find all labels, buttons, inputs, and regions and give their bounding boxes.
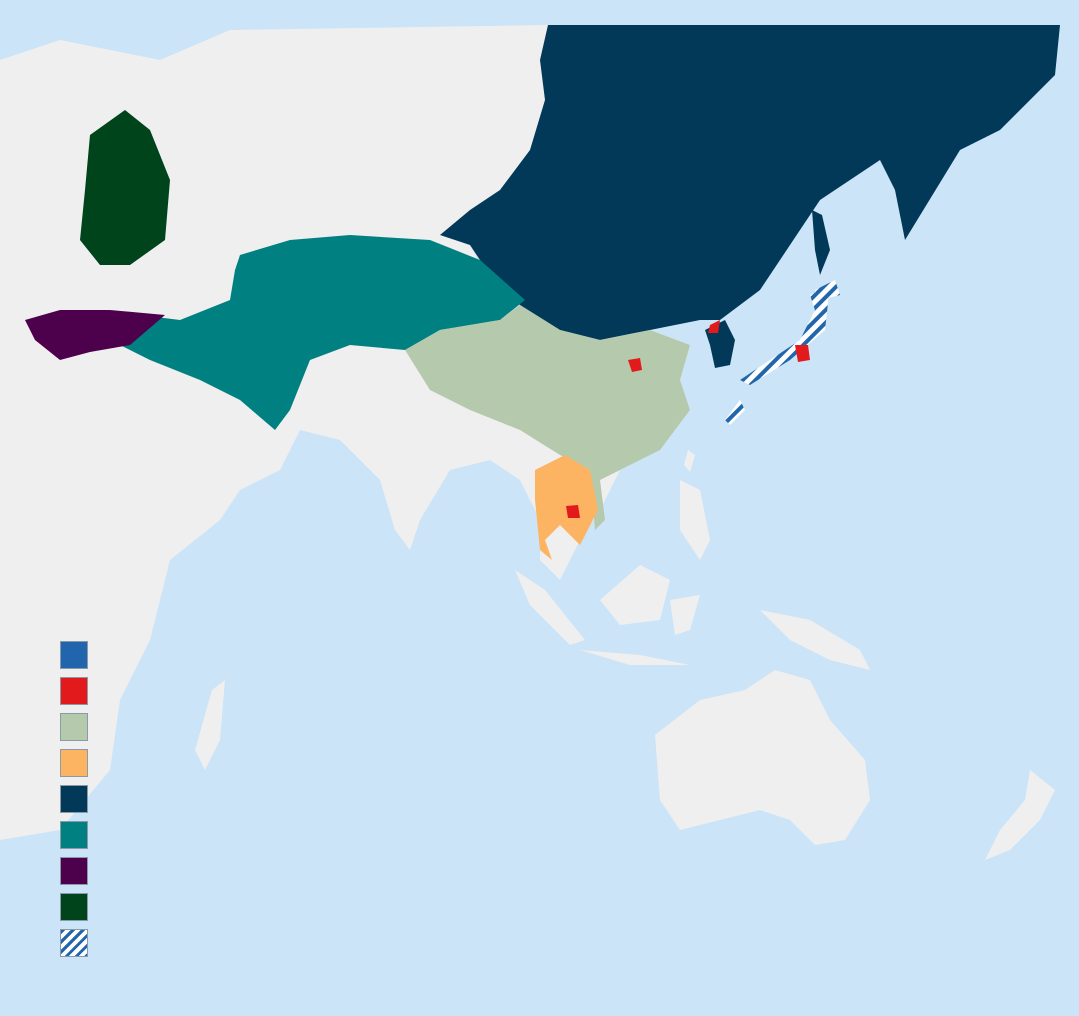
legend-swatch-navy <box>60 785 88 813</box>
legend <box>60 641 88 965</box>
capital-pyongyang <box>708 320 720 333</box>
region-russia-far-east <box>440 25 1060 340</box>
australia <box>655 670 870 845</box>
capital-phnom-penh <box>566 505 580 518</box>
legend-swatch-dark-green <box>60 893 88 921</box>
sulawesi <box>670 595 700 635</box>
legend-swatch-sage <box>60 713 88 741</box>
legend-swatch-blue <box>60 641 88 669</box>
eurasia-land <box>0 25 690 840</box>
madagascar <box>195 680 225 770</box>
legend-swatch-red <box>60 677 88 705</box>
legend-swatch-purple <box>60 857 88 885</box>
new-guinea <box>760 610 870 670</box>
region-sakhalin <box>812 210 830 275</box>
legend-swatch-orange <box>60 749 88 777</box>
taiwan <box>684 450 695 472</box>
capital-beijing <box>628 358 642 372</box>
philippines <box>680 480 710 560</box>
land <box>0 25 1055 860</box>
region-china <box>405 305 690 530</box>
region-japan <box>725 280 840 425</box>
capitals <box>566 320 810 518</box>
region-eastern-europe <box>80 110 170 265</box>
region-central-asia <box>95 235 525 430</box>
legend-swatch-hatched <box>60 929 88 957</box>
new-zealand <box>985 770 1055 860</box>
borneo <box>600 565 670 625</box>
legend-swatch-teal <box>60 821 88 849</box>
capital-tokyo <box>795 345 810 362</box>
region-anatolia-greece <box>25 310 165 360</box>
java <box>580 650 690 665</box>
sumatra <box>515 570 585 645</box>
